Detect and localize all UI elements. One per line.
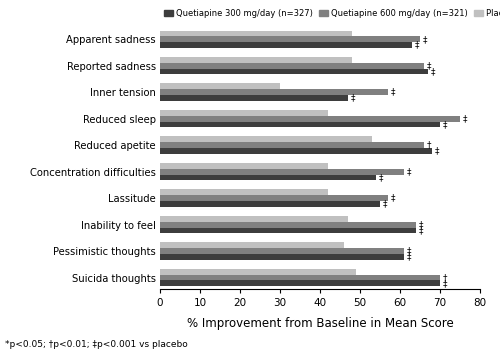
Text: ‡: ‡ [462,114,467,123]
Text: †: † [426,141,431,150]
Bar [160,95,348,101]
Bar [160,110,328,116]
Text: *p<0.05; †p<0.01; ‡p<0.001 vs placebo: *p<0.05; †p<0.01; ‡p<0.001 vs placebo [5,341,188,349]
Bar [160,68,428,74]
Bar [160,269,356,275]
Bar [160,36,420,42]
Text: ‡: ‡ [350,94,355,102]
Bar [160,216,348,222]
Text: ‡: ‡ [378,173,383,182]
Bar [160,148,432,154]
Text: ‡: ‡ [426,61,431,70]
Text: ‡: ‡ [430,67,435,76]
Text: ‡: ‡ [406,252,411,261]
Bar [160,195,388,201]
Bar [160,163,328,169]
Bar [160,63,424,68]
X-axis label: % Improvement from Baseline in Mean Score: % Improvement from Baseline in Mean Scor… [186,317,454,330]
Text: ‡: ‡ [382,199,387,208]
Text: ‡: ‡ [390,88,395,97]
Bar [160,248,404,254]
Text: ‡: ‡ [422,35,427,44]
Bar [160,121,440,127]
Bar [160,227,416,233]
Bar [160,137,372,142]
Bar [160,84,280,89]
Bar [160,30,352,36]
Bar [160,281,440,286]
Text: ‡: ‡ [418,220,423,229]
Bar [160,201,380,207]
Text: ‡: ‡ [442,120,447,129]
Bar [160,142,424,148]
Bar [160,169,404,175]
Bar [160,175,376,180]
Bar [160,254,404,260]
Text: †: † [442,273,447,282]
Text: ‡: ‡ [414,41,419,49]
Text: ‡: ‡ [434,146,439,155]
Bar [160,189,328,195]
Text: ‡: ‡ [406,167,411,176]
Text: ‡: ‡ [418,226,423,235]
Bar [160,42,412,48]
Text: ‡: ‡ [442,279,447,288]
Bar [160,57,352,63]
Bar [160,222,416,227]
Bar [160,243,344,248]
Bar [160,275,440,281]
Text: ‡: ‡ [390,194,395,203]
Bar [160,89,388,95]
Legend: Quetiapine 300 mg/day (n=327), Quetiapine 600 mg/day (n=321), Placebo (n=330): Quetiapine 300 mg/day (n=327), Quetiapin… [164,9,500,18]
Text: ‡: ‡ [406,247,411,256]
Bar [160,116,460,121]
